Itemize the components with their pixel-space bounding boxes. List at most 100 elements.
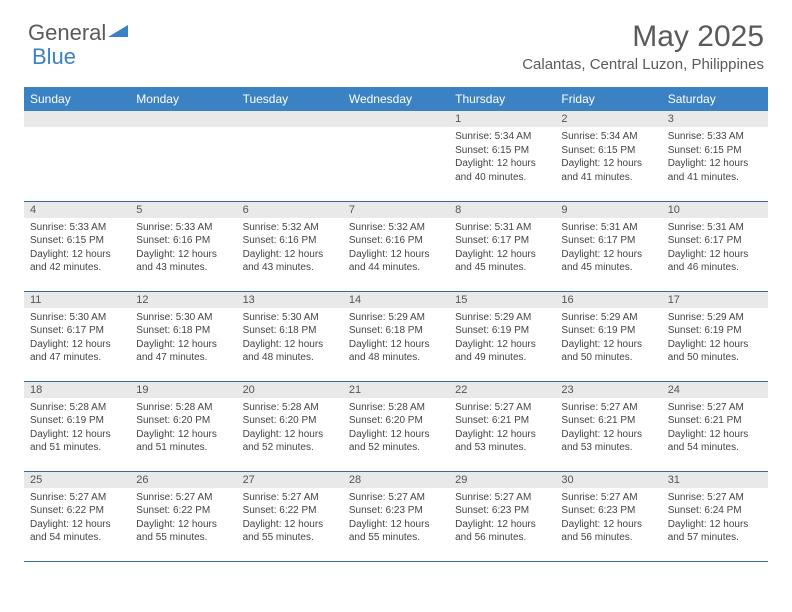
weekday-header: Sunday bbox=[24, 87, 130, 111]
logo-triangle-icon bbox=[108, 23, 130, 44]
sunset-value: 6:19 PM bbox=[598, 325, 635, 336]
day-number: 18 bbox=[24, 382, 130, 398]
sunrise-label: Sunrise: bbox=[349, 402, 388, 413]
sunrise-value: 5:28 AM bbox=[176, 402, 213, 413]
calendar-cell: 27Sunrise: 5:27 AMSunset: 6:22 PMDayligh… bbox=[237, 471, 343, 561]
weekday-header: Wednesday bbox=[343, 87, 449, 111]
sunset-value: 6:23 PM bbox=[386, 505, 423, 516]
sunset-label: Sunset: bbox=[561, 235, 598, 246]
day-number: 20 bbox=[237, 382, 343, 398]
sunset-label: Sunset: bbox=[30, 325, 67, 336]
daylight-label: Daylight: bbox=[561, 158, 603, 169]
calendar-cell: 12Sunrise: 5:30 AMSunset: 6:18 PMDayligh… bbox=[130, 291, 236, 381]
daylight-label: Daylight: bbox=[561, 429, 603, 440]
daylight-label: Daylight: bbox=[455, 339, 497, 350]
sunrise-label: Sunrise: bbox=[561, 492, 600, 503]
sunrise-label: Sunrise: bbox=[561, 402, 600, 413]
calendar-cell: 16Sunrise: 5:29 AMSunset: 6:19 PMDayligh… bbox=[555, 291, 661, 381]
sunrise-value: 5:27 AM bbox=[388, 492, 425, 503]
day-number: 8 bbox=[449, 202, 555, 218]
sunset-label: Sunset: bbox=[455, 325, 492, 336]
calendar-cell: 7Sunrise: 5:32 AMSunset: 6:16 PMDaylight… bbox=[343, 201, 449, 291]
day-number: 28 bbox=[343, 472, 449, 488]
sunset-label: Sunset: bbox=[668, 505, 705, 516]
sunrise-value: 5:32 AM bbox=[282, 222, 319, 233]
day-detail: Sunrise: 5:27 AMSunset: 6:21 PMDaylight:… bbox=[555, 398, 661, 460]
sunset-value: 6:19 PM bbox=[704, 325, 741, 336]
sunrise-label: Sunrise: bbox=[668, 131, 707, 142]
sunrise-value: 5:31 AM bbox=[707, 222, 744, 233]
day-detail: Sunrise: 5:29 AMSunset: 6:19 PMDaylight:… bbox=[662, 308, 768, 370]
sunset-label: Sunset: bbox=[136, 235, 173, 246]
sunset-value: 6:24 PM bbox=[704, 505, 741, 516]
sunset-label: Sunset: bbox=[136, 325, 173, 336]
sunset-label: Sunset: bbox=[668, 235, 705, 246]
sunrise-value: 5:29 AM bbox=[601, 312, 638, 323]
logo: General bbox=[28, 20, 132, 46]
sunset-value: 6:19 PM bbox=[67, 415, 104, 426]
sunrise-label: Sunrise: bbox=[243, 402, 282, 413]
calendar-cell: 25Sunrise: 5:27 AMSunset: 6:22 PMDayligh… bbox=[24, 471, 130, 561]
daylight-label: Daylight: bbox=[136, 339, 178, 350]
sunset-value: 6:19 PM bbox=[492, 325, 529, 336]
sunset-label: Sunset: bbox=[349, 325, 386, 336]
calendar-row: 18Sunrise: 5:28 AMSunset: 6:19 PMDayligh… bbox=[24, 381, 768, 471]
month-title: May 2025 bbox=[522, 20, 764, 54]
calendar-cell: 11Sunrise: 5:30 AMSunset: 6:17 PMDayligh… bbox=[24, 291, 130, 381]
sunset-label: Sunset: bbox=[455, 145, 492, 156]
calendar-cell: 10Sunrise: 5:31 AMSunset: 6:17 PMDayligh… bbox=[662, 201, 768, 291]
daylight-label: Daylight: bbox=[561, 339, 603, 350]
sunrise-label: Sunrise: bbox=[136, 222, 175, 233]
sunrise-value: 5:28 AM bbox=[69, 402, 106, 413]
sunset-value: 6:21 PM bbox=[598, 415, 635, 426]
daylight-label: Daylight: bbox=[243, 429, 285, 440]
daylight-label: Daylight: bbox=[668, 519, 710, 530]
location-text: Calantas, Central Luzon, Philippines bbox=[522, 56, 764, 73]
sunrise-label: Sunrise: bbox=[561, 312, 600, 323]
day-number: 26 bbox=[130, 472, 236, 488]
sunrise-value: 5:27 AM bbox=[601, 492, 638, 503]
sunrise-label: Sunrise: bbox=[668, 492, 707, 503]
day-detail: Sunrise: 5:34 AMSunset: 6:15 PMDaylight:… bbox=[555, 127, 661, 189]
calendar-row: 11Sunrise: 5:30 AMSunset: 6:17 PMDayligh… bbox=[24, 291, 768, 381]
title-block: May 2025 Calantas, Central Luzon, Philip… bbox=[522, 20, 764, 73]
day-detail: Sunrise: 5:27 AMSunset: 6:23 PMDaylight:… bbox=[449, 488, 555, 550]
calendar-cell: 26Sunrise: 5:27 AMSunset: 6:22 PMDayligh… bbox=[130, 471, 236, 561]
daylight-label: Daylight: bbox=[561, 519, 603, 530]
day-detail: Sunrise: 5:33 AMSunset: 6:15 PMDaylight:… bbox=[662, 127, 768, 189]
sunset-value: 6:17 PM bbox=[492, 235, 529, 246]
sunrise-value: 5:33 AM bbox=[69, 222, 106, 233]
day-detail: Sunrise: 5:27 AMSunset: 6:24 PMDaylight:… bbox=[662, 488, 768, 550]
sunrise-label: Sunrise: bbox=[243, 222, 282, 233]
day-number: 24 bbox=[662, 382, 768, 398]
sunrise-value: 5:28 AM bbox=[388, 402, 425, 413]
day-detail: Sunrise: 5:28 AMSunset: 6:20 PMDaylight:… bbox=[130, 398, 236, 460]
sunset-label: Sunset: bbox=[136, 415, 173, 426]
sunset-value: 6:17 PM bbox=[598, 235, 635, 246]
day-detail: Sunrise: 5:30 AMSunset: 6:18 PMDaylight:… bbox=[237, 308, 343, 370]
calendar-cell: 8Sunrise: 5:31 AMSunset: 6:17 PMDaylight… bbox=[449, 201, 555, 291]
day-number: 14 bbox=[343, 292, 449, 308]
day-detail: Sunrise: 5:28 AMSunset: 6:19 PMDaylight:… bbox=[24, 398, 130, 460]
sunrise-label: Sunrise: bbox=[668, 402, 707, 413]
calendar-cell: 30Sunrise: 5:27 AMSunset: 6:23 PMDayligh… bbox=[555, 471, 661, 561]
day-detail: Sunrise: 5:33 AMSunset: 6:16 PMDaylight:… bbox=[130, 218, 236, 280]
sunrise-value: 5:30 AM bbox=[282, 312, 319, 323]
sunrise-label: Sunrise: bbox=[30, 402, 69, 413]
sunset-value: 6:18 PM bbox=[386, 325, 423, 336]
sunset-label: Sunset: bbox=[349, 235, 386, 246]
daylight-label: Daylight: bbox=[136, 429, 178, 440]
day-detail: Sunrise: 5:33 AMSunset: 6:15 PMDaylight:… bbox=[24, 218, 130, 280]
sunrise-value: 5:32 AM bbox=[388, 222, 425, 233]
day-detail: Sunrise: 5:30 AMSunset: 6:17 PMDaylight:… bbox=[24, 308, 130, 370]
day-number: 1 bbox=[449, 111, 555, 127]
sunset-label: Sunset: bbox=[561, 325, 598, 336]
sunset-value: 6:18 PM bbox=[279, 325, 316, 336]
day-detail: Sunrise: 5:27 AMSunset: 6:21 PMDaylight:… bbox=[449, 398, 555, 460]
day-number: 3 bbox=[662, 111, 768, 127]
daylight-label: Daylight: bbox=[30, 519, 72, 530]
sunrise-value: 5:27 AM bbox=[495, 492, 532, 503]
sunrise-value: 5:27 AM bbox=[69, 492, 106, 503]
sunset-value: 6:17 PM bbox=[67, 325, 104, 336]
sunset-value: 6:23 PM bbox=[598, 505, 635, 516]
